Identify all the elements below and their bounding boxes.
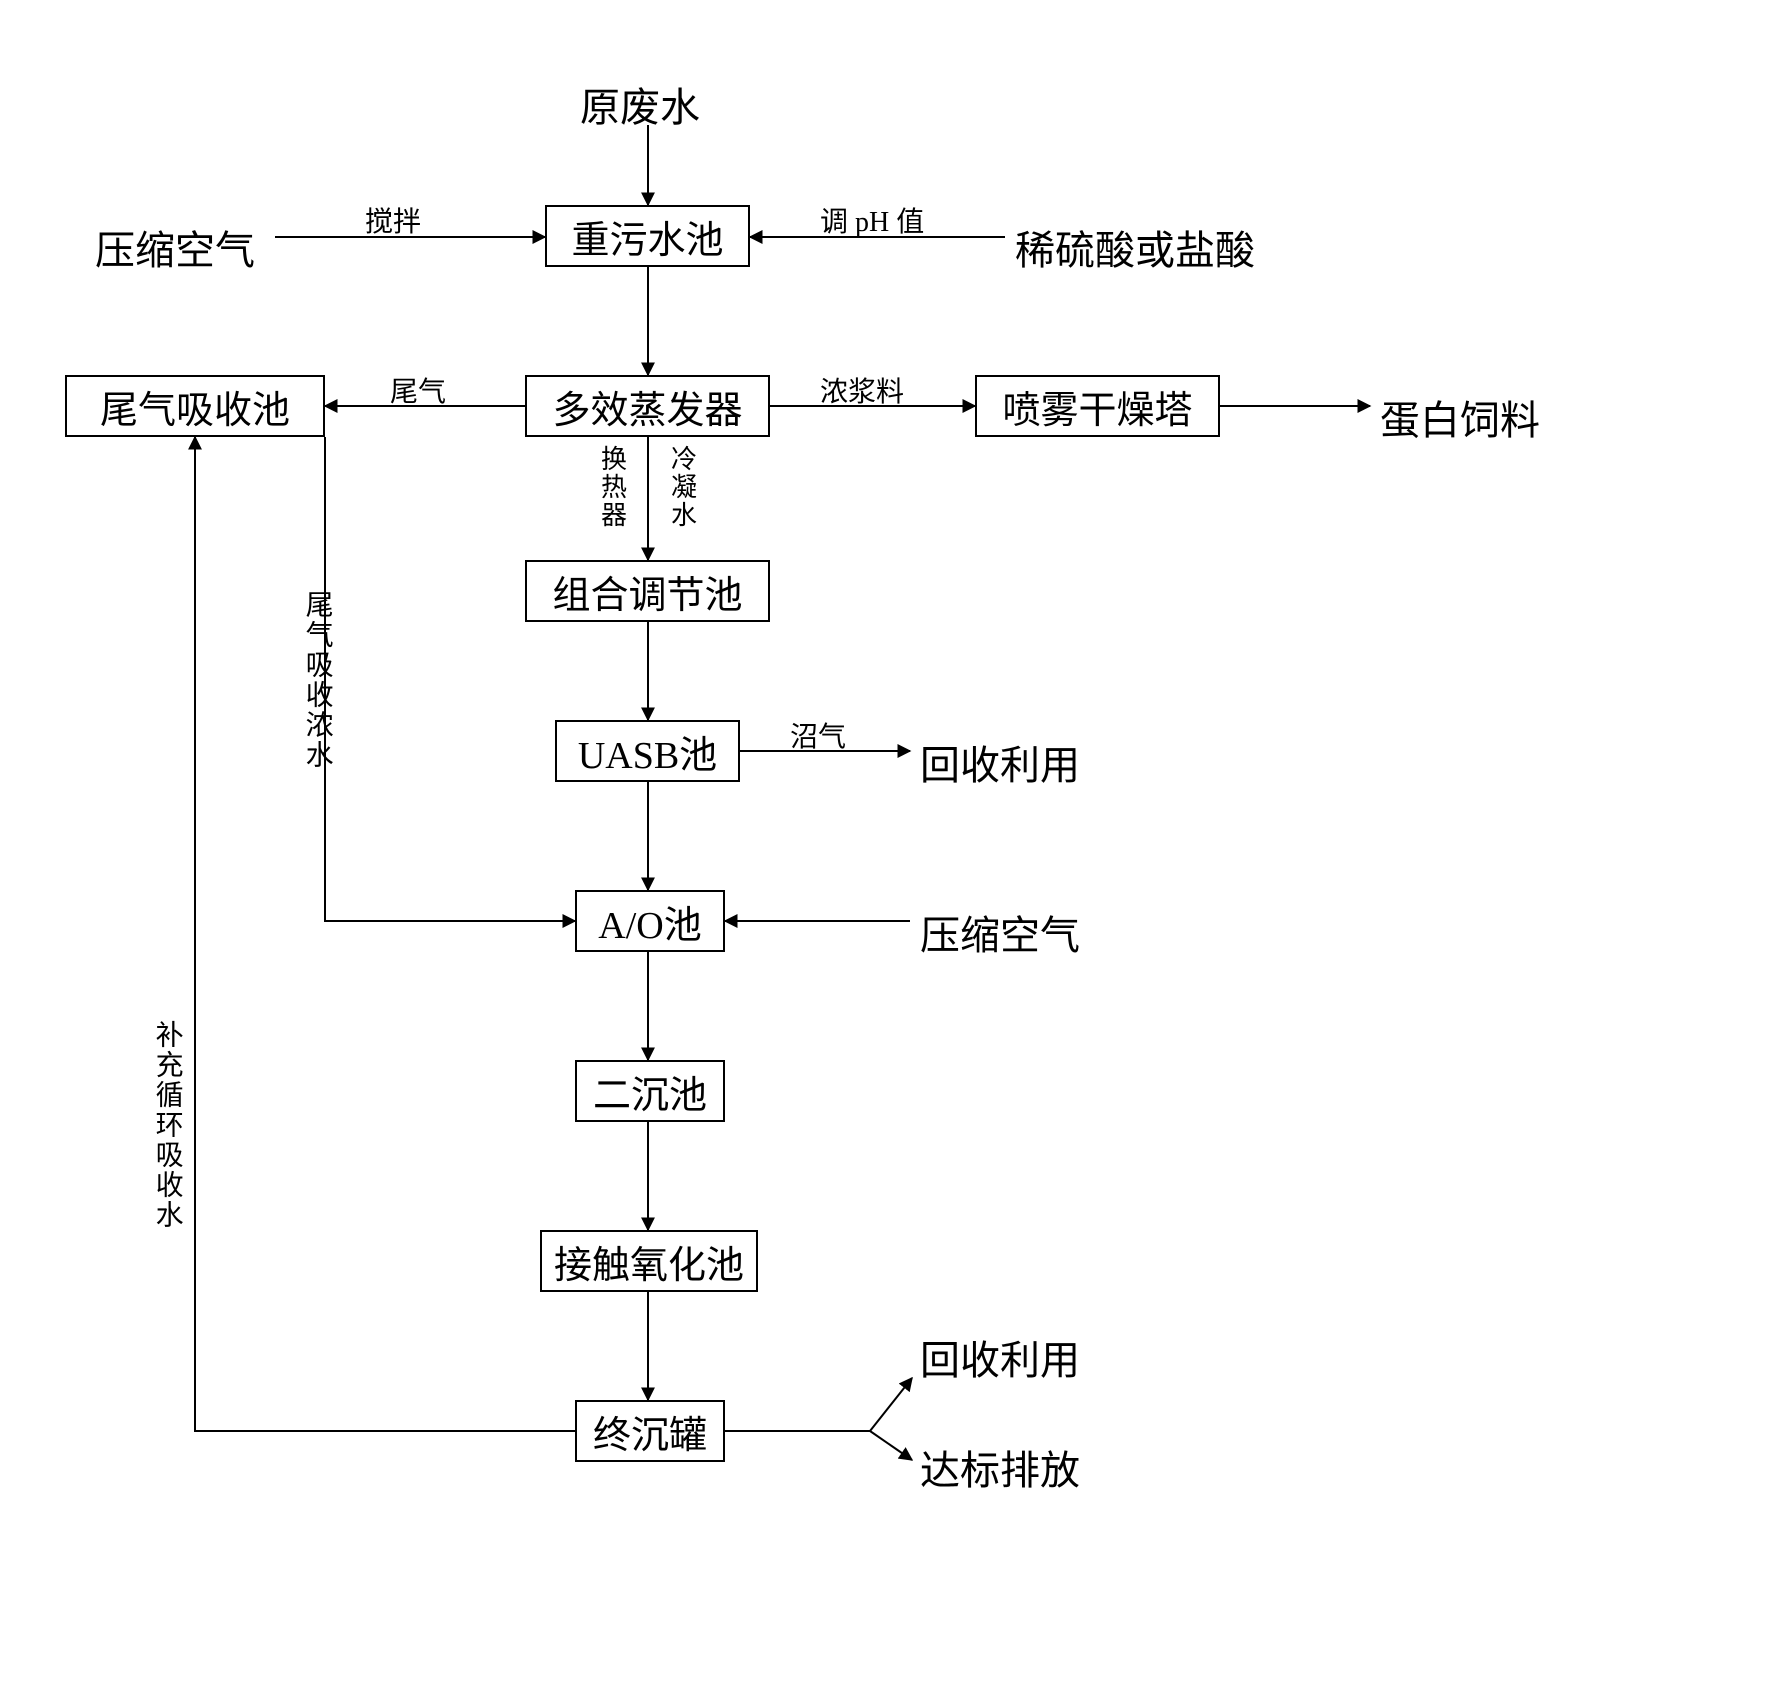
node-label-evap: 多效蒸发器 [552, 379, 742, 434]
edge-label-phadj: 调 pH 值 [820, 200, 924, 240]
node-combo: 组合调节池 [525, 560, 770, 622]
edge-label-stir: 搅拌 [365, 200, 421, 240]
node-sed2: 二沉池 [575, 1060, 725, 1122]
edges-layer [0, 0, 1772, 1695]
node-label-ao: A/O池 [598, 894, 701, 949]
node-heavy: 重污水池 [545, 205, 750, 267]
text-src: 原废水 [580, 75, 700, 133]
node-evap: 多效蒸发器 [525, 375, 770, 437]
node-label-combo: 组合调节池 [552, 564, 742, 619]
node-label-final: 终沉罐 [593, 1404, 707, 1459]
vedge-label-suppl: 补充循环吸收水 [150, 1020, 184, 1230]
text-compair_l: 压缩空气 [95, 218, 255, 276]
text-protein: 蛋白饲料 [1380, 388, 1540, 446]
edge-label-biogas: 沼气 [790, 715, 846, 755]
node-label-sed2: 二沉池 [593, 1064, 707, 1119]
node-uasb: UASB池 [555, 720, 740, 782]
node-spray: 喷雾干燥塔 [975, 375, 1220, 437]
text-recycle1: 回收利用 [920, 733, 1080, 791]
node-final: 终沉罐 [575, 1400, 725, 1462]
flowchart-canvas: 尾气吸收池 重污水池多效蒸发器 喷雾干燥塔组合调节池 UASB池 A/O池二沉池接触氧化… [0, 0, 1772, 1695]
vedge-label-cond: 冷凝水 [668, 445, 695, 529]
vedge-label-hx: 换热器 [598, 445, 625, 529]
vedge-label-absw: 尾气吸收浓水 [300, 590, 334, 770]
node-ao: A/O池 [575, 890, 725, 952]
node-contact: 接触氧化池 [540, 1230, 758, 1292]
node-label-contact: 接触氧化池 [554, 1234, 744, 1289]
node-label-uasb: UASB池 [578, 724, 717, 779]
text-acid: 稀硫酸或盐酸 [1015, 218, 1255, 276]
edge-label-slurry: 浓浆料 [820, 370, 904, 410]
node-label-spray: 喷雾干燥塔 [1002, 379, 1192, 434]
edge-label-tailg: 尾气 [390, 370, 446, 410]
text-discharge: 达标排放 [920, 1438, 1080, 1496]
text-recycle2: 回收利用 [920, 1328, 1080, 1386]
node-tailgas: 尾气吸收池 [65, 375, 325, 437]
node-label-tailgas: 尾气吸收池 [100, 379, 290, 434]
node-label-heavy: 重污水池 [571, 209, 723, 264]
text-compair_r: 压缩空气 [920, 903, 1080, 961]
